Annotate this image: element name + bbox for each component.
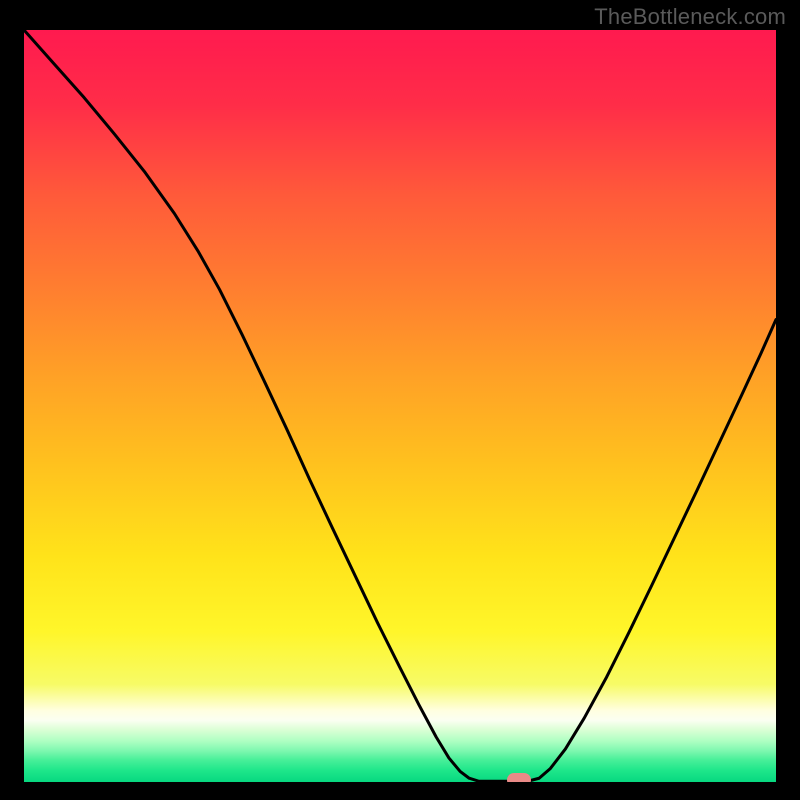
optimal-marker: [507, 773, 531, 782]
plot-area: [24, 30, 776, 782]
attribution-text: TheBottleneck.com: [594, 4, 786, 30]
bottleneck-curve: [24, 30, 776, 782]
